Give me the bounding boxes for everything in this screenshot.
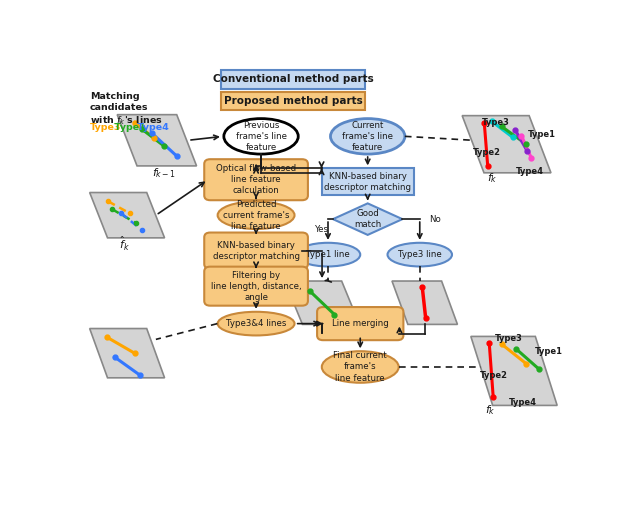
Text: Type3 line: Type3 line xyxy=(398,250,442,259)
Text: KNN-based binary
descriptor matching: KNN-based binary descriptor matching xyxy=(212,241,300,261)
Ellipse shape xyxy=(330,119,405,154)
Text: Final current
frame's
line feature: Final current frame's line feature xyxy=(333,351,387,382)
Polygon shape xyxy=(90,329,164,378)
Polygon shape xyxy=(90,193,164,238)
Ellipse shape xyxy=(224,119,298,154)
Text: Proposed method parts: Proposed method parts xyxy=(224,96,363,106)
Bar xyxy=(221,70,365,89)
Text: KNN-based binary
descriptor matching: KNN-based binary descriptor matching xyxy=(324,172,411,191)
Text: Line merging: Line merging xyxy=(332,319,388,328)
Text: Type1: Type1 xyxy=(527,130,556,139)
Text: $f_k$: $f_k$ xyxy=(486,171,497,185)
Text: Good
match: Good match xyxy=(354,209,381,229)
Text: Predicted
current frame's
line feature: Predicted current frame's line feature xyxy=(223,200,289,231)
Polygon shape xyxy=(462,116,551,173)
Polygon shape xyxy=(471,336,557,406)
Ellipse shape xyxy=(218,201,294,229)
Text: Matching
candidates
with $f_k$'s lines: Matching candidates with $f_k$'s lines xyxy=(90,92,163,127)
Text: Type1: Type1 xyxy=(111,123,145,132)
Ellipse shape xyxy=(218,312,294,335)
FancyBboxPatch shape xyxy=(317,307,403,340)
Polygon shape xyxy=(333,203,403,235)
Text: No: No xyxy=(429,215,440,224)
Text: Previous
frame's line
feature: Previous frame's line feature xyxy=(236,121,287,152)
Ellipse shape xyxy=(322,351,399,383)
Text: $\hat{f}_k$: $\hat{f}_k$ xyxy=(119,234,130,253)
Bar xyxy=(322,168,413,195)
Polygon shape xyxy=(285,281,360,325)
Text: Type4: Type4 xyxy=(134,123,168,132)
Text: Type1: Type1 xyxy=(535,348,563,356)
Text: Type3&4 lines: Type3&4 lines xyxy=(226,319,286,328)
FancyBboxPatch shape xyxy=(204,159,308,200)
FancyBboxPatch shape xyxy=(204,267,308,306)
Text: Type2: Type2 xyxy=(473,147,501,157)
Text: Current
frame's line
feature: Current frame's line feature xyxy=(342,121,393,152)
Text: Yes: Yes xyxy=(315,225,329,234)
Text: $f_k$: $f_k$ xyxy=(485,403,496,417)
Text: Type2: Type2 xyxy=(480,371,508,380)
Text: Filtering by
line length, distance,
angle: Filtering by line length, distance, angl… xyxy=(211,270,301,302)
Text: Type3: Type3 xyxy=(495,334,523,343)
Text: Conventional method parts: Conventional method parts xyxy=(213,74,374,84)
Text: Type4: Type4 xyxy=(515,166,543,176)
Polygon shape xyxy=(117,115,196,166)
Bar xyxy=(221,92,365,110)
Text: Type3: Type3 xyxy=(482,118,509,127)
Text: Type4: Type4 xyxy=(509,398,537,407)
Text: $f_{k-1}$: $f_{k-1}$ xyxy=(152,166,177,180)
Text: Optical flow-based
line feature
calculation: Optical flow-based line feature calculat… xyxy=(216,164,296,195)
Text: Type1 line: Type1 line xyxy=(306,250,350,259)
Text: Type3: Type3 xyxy=(90,123,122,132)
Ellipse shape xyxy=(296,243,360,266)
Polygon shape xyxy=(392,281,458,325)
FancyBboxPatch shape xyxy=(204,232,308,269)
Ellipse shape xyxy=(388,243,452,266)
